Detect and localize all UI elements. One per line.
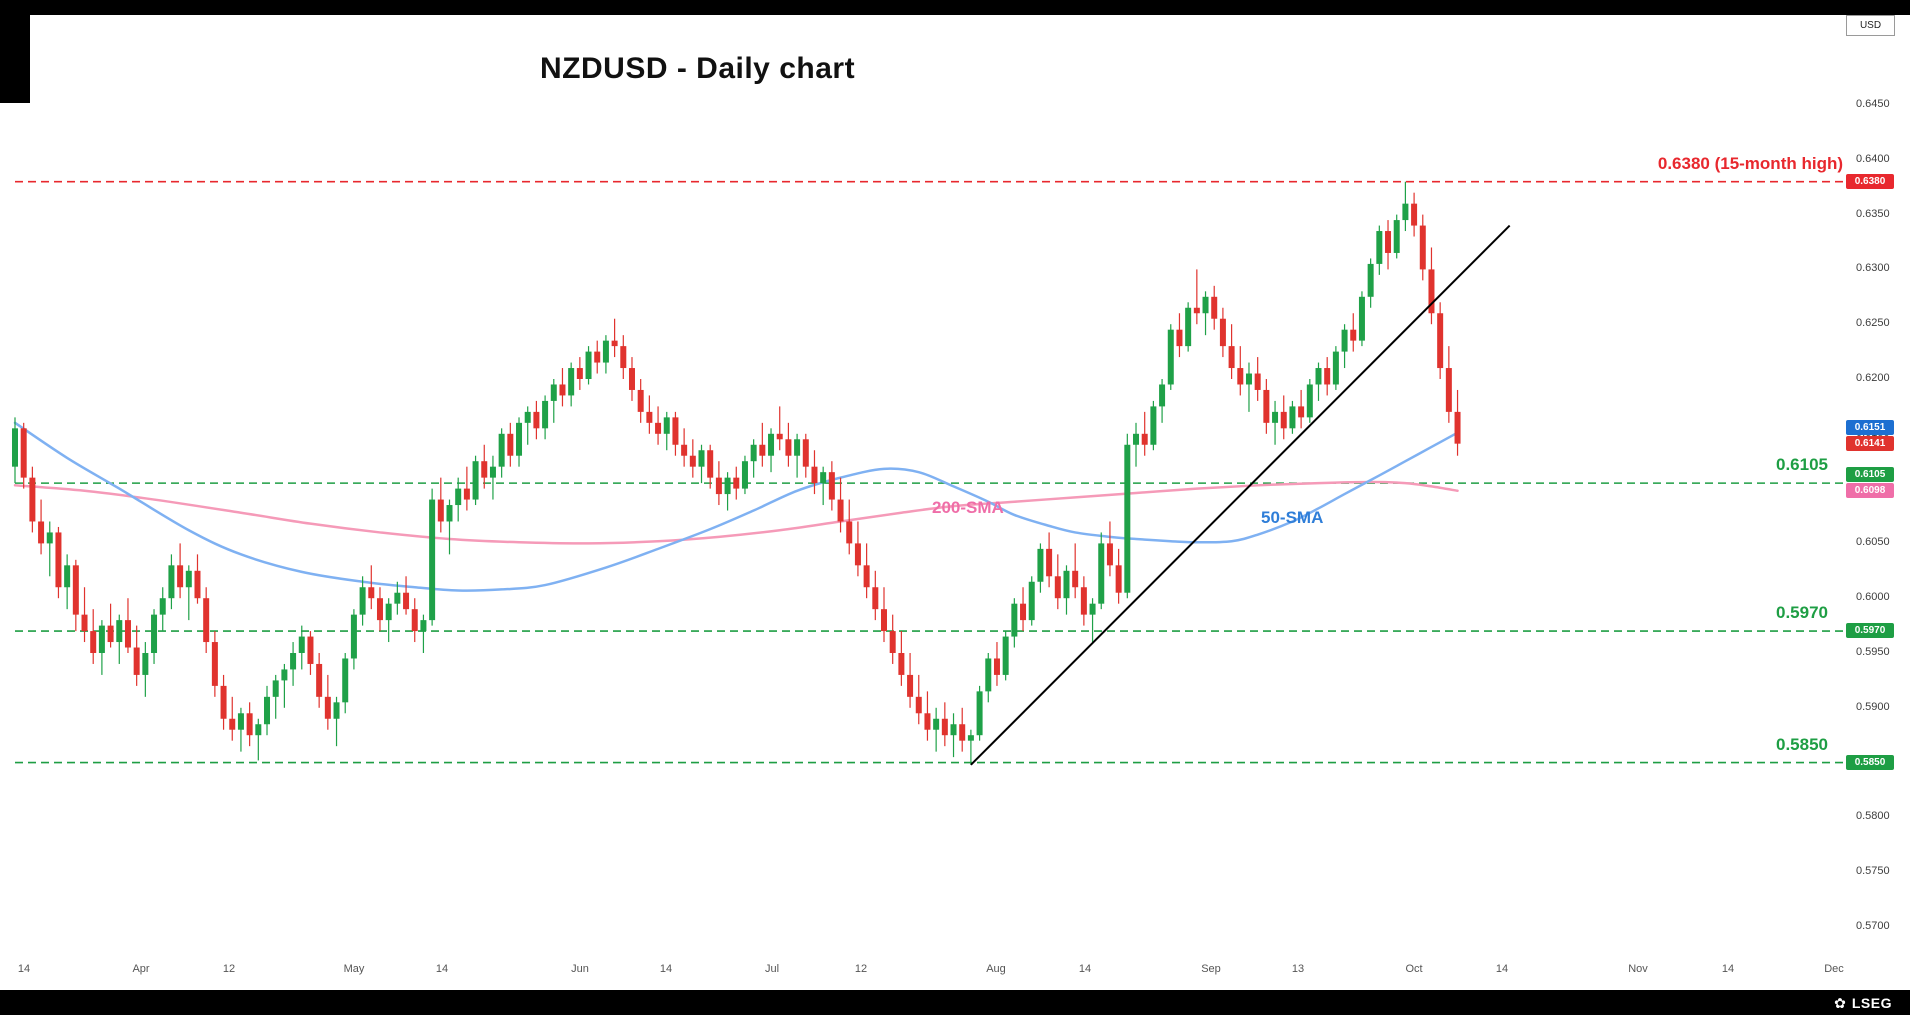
50-sma-line <box>13 421 1459 592</box>
trendline <box>970 224 1511 766</box>
left-panel-block <box>0 0 30 103</box>
candlestick-series <box>12 181 1461 765</box>
lseg-logo-icon: ✿ <box>1834 994 1846 1011</box>
lseg-logo-text: LSEG <box>1851 994 1892 1011</box>
top-bar <box>0 0 1910 15</box>
chart-canvas[interactable]: 0.6450 0.6400 0.6350 0.6300 0.6250 0.6200 0.61… <box>0 0 1910 990</box>
chart-title: NZDUSD - Daily chart <box>540 52 856 85</box>
bottom-bar: ✿ LSEG <box>0 990 1910 1015</box>
200-sma-line <box>13 480 1459 545</box>
currency-axis-label: USD <box>1846 15 1895 36</box>
chart-plot <box>12 180 1846 766</box>
